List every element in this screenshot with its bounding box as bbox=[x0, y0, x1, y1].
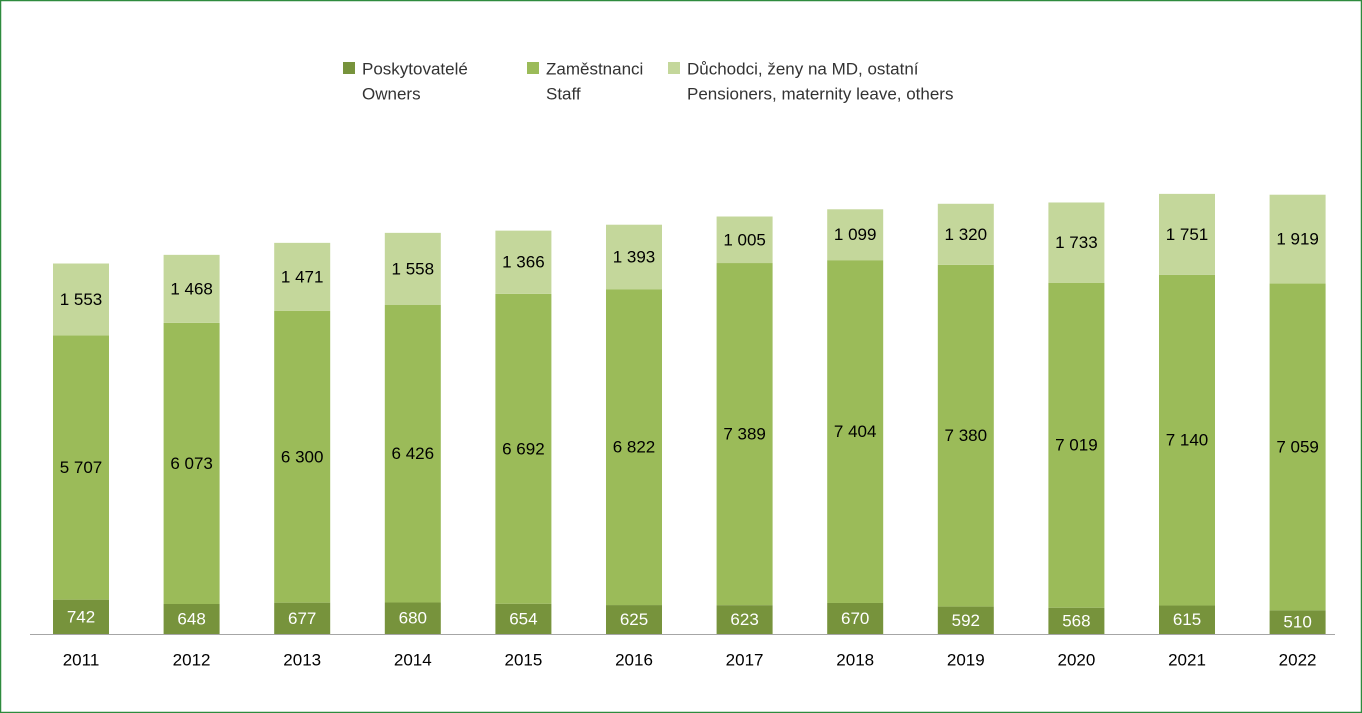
legend-label: Owners bbox=[362, 84, 421, 103]
bar-segment bbox=[163, 322, 220, 604]
bar-segment bbox=[827, 260, 884, 603]
value-label: 648 bbox=[177, 609, 205, 628]
value-label: 654 bbox=[509, 609, 537, 628]
value-label: 1 919 bbox=[1276, 230, 1319, 249]
x-tick-label: 2020 bbox=[1057, 650, 1095, 669]
legend-swatch bbox=[527, 62, 539, 74]
bar-segment bbox=[384, 232, 441, 305]
value-label: 1 733 bbox=[1055, 233, 1098, 252]
bar-segment bbox=[716, 263, 773, 606]
value-label: 6 073 bbox=[170, 454, 213, 473]
value-label: 1 468 bbox=[170, 279, 213, 298]
bar-segment bbox=[274, 310, 331, 603]
legend-label: Zaměstnanci bbox=[546, 59, 643, 78]
x-tick-label: 2012 bbox=[173, 650, 211, 669]
bar-segment bbox=[1159, 274, 1215, 606]
value-label: 1 005 bbox=[723, 230, 766, 249]
value-label: 670 bbox=[841, 609, 869, 628]
bar-segment bbox=[606, 289, 662, 606]
x-tick-label: 2013 bbox=[283, 650, 321, 669]
bar-segment bbox=[53, 263, 109, 336]
value-label: 6 692 bbox=[502, 439, 545, 458]
value-label: 680 bbox=[399, 609, 427, 628]
x-tick-label: 2018 bbox=[836, 650, 874, 669]
value-label: 615 bbox=[1173, 610, 1201, 629]
value-label: 1 751 bbox=[1166, 225, 1209, 244]
x-tick-label: 2016 bbox=[615, 650, 653, 669]
bar-segment bbox=[53, 335, 109, 600]
value-label: 625 bbox=[620, 610, 648, 629]
legend-label: Poskytovatelé bbox=[362, 59, 468, 78]
bar-segment bbox=[163, 254, 220, 323]
legend-label: Důchodci, ženy na MD, ostatní bbox=[687, 59, 919, 78]
bar-segment bbox=[1048, 607, 1105, 634]
value-label: 7 059 bbox=[1276, 437, 1319, 456]
bar-segment bbox=[1159, 193, 1215, 275]
bar-segment bbox=[274, 242, 331, 311]
bar-segment bbox=[937, 203, 994, 265]
bar-segment bbox=[716, 216, 773, 264]
bar-segment bbox=[384, 304, 441, 603]
x-tick-label: 2017 bbox=[726, 650, 764, 669]
value-label: 1 099 bbox=[834, 225, 877, 244]
bar-segment bbox=[606, 224, 662, 290]
value-label: 5 707 bbox=[60, 458, 103, 477]
bar-segment bbox=[827, 602, 884, 634]
bar-segment bbox=[1159, 605, 1215, 634]
value-label: 677 bbox=[288, 609, 316, 628]
bar-segment bbox=[606, 605, 662, 634]
x-tick-label: 2015 bbox=[504, 650, 542, 669]
bar-segment bbox=[827, 209, 884, 261]
value-label: 1 558 bbox=[392, 259, 435, 278]
value-label: 1 366 bbox=[502, 253, 545, 272]
bar-segment bbox=[937, 264, 994, 607]
value-label: 7 380 bbox=[945, 426, 988, 445]
value-label: 623 bbox=[730, 610, 758, 629]
bar-segment bbox=[937, 606, 994, 634]
bar-segment bbox=[1269, 194, 1326, 284]
bar-segment bbox=[1048, 202, 1105, 283]
x-tick-label: 2021 bbox=[1168, 650, 1206, 669]
bar-segment bbox=[1269, 610, 1326, 634]
x-tick-label: 2011 bbox=[63, 650, 100, 669]
x-tick-label: 2019 bbox=[947, 650, 985, 669]
value-label: 1 320 bbox=[945, 225, 988, 244]
bar-segment bbox=[1269, 283, 1326, 611]
bar-segment bbox=[716, 605, 773, 634]
value-label: 568 bbox=[1062, 611, 1090, 630]
bar-segment bbox=[163, 603, 220, 634]
value-label: 7 389 bbox=[723, 425, 766, 444]
value-label: 742 bbox=[67, 607, 95, 626]
bar-segment bbox=[495, 293, 552, 604]
value-label: 7 140 bbox=[1166, 431, 1209, 450]
value-label: 6 822 bbox=[613, 438, 656, 457]
legend-label: Staff bbox=[546, 84, 581, 103]
legend-swatch bbox=[343, 62, 355, 74]
value-label: 510 bbox=[1283, 613, 1311, 632]
value-label: 7 404 bbox=[834, 422, 877, 441]
value-label: 6 426 bbox=[392, 444, 435, 463]
value-label: 1 553 bbox=[60, 290, 103, 309]
value-label: 1 393 bbox=[613, 247, 656, 266]
value-label: 7 019 bbox=[1055, 436, 1098, 455]
bar-segment bbox=[495, 230, 552, 294]
x-tick-label: 2022 bbox=[1279, 650, 1317, 669]
x-tick-label: 2014 bbox=[394, 650, 432, 669]
value-label: 592 bbox=[952, 611, 980, 630]
bar-segment bbox=[384, 602, 441, 634]
bar-segment bbox=[274, 602, 331, 634]
value-label: 1 471 bbox=[281, 267, 324, 286]
bar-segment bbox=[1048, 282, 1105, 608]
value-label: 6 300 bbox=[281, 447, 324, 466]
bar-segment bbox=[53, 599, 109, 634]
bar-segment bbox=[495, 603, 552, 634]
legend-swatch bbox=[668, 62, 680, 74]
legend-label: Pensioners, maternity leave, others bbox=[687, 84, 953, 103]
